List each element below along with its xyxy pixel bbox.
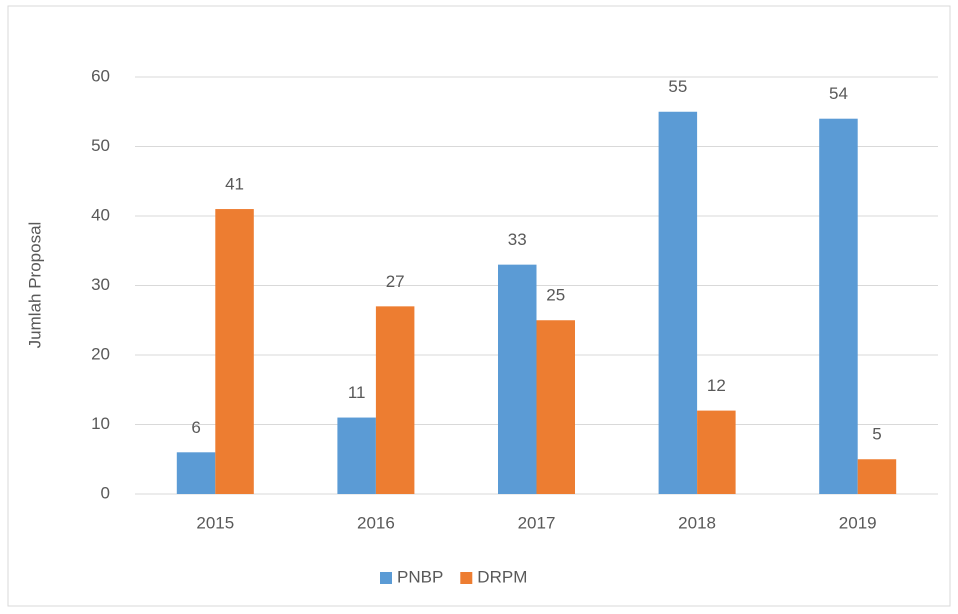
x-tick-label: 2015 xyxy=(196,513,234,532)
bar xyxy=(658,111,698,494)
data-label: 12 xyxy=(707,376,726,395)
legend-label: PNBP xyxy=(397,567,443,586)
bar xyxy=(697,410,736,494)
y-tick-label: 20 xyxy=(91,344,110,363)
y-tick-label: 60 xyxy=(91,66,110,85)
y-tick-label: 50 xyxy=(91,136,110,155)
data-label: 6 xyxy=(191,418,200,437)
bar xyxy=(176,452,216,494)
bar xyxy=(819,118,858,494)
bar xyxy=(215,209,254,495)
x-tick-label: 2019 xyxy=(839,513,877,532)
data-label: 5 xyxy=(872,425,881,444)
bar xyxy=(536,320,575,494)
y-axis-title: Jumlah Proposal xyxy=(25,222,44,349)
bar xyxy=(498,264,537,494)
data-label: 27 xyxy=(386,272,405,291)
data-label: 25 xyxy=(546,286,565,305)
y-tick-label: 40 xyxy=(91,205,110,224)
data-label: 55 xyxy=(668,77,687,96)
legend-swatch xyxy=(380,572,392,584)
chart-border xyxy=(7,5,951,607)
y-tick-label: 0 xyxy=(101,483,110,502)
x-tick-label: 2016 xyxy=(357,513,395,532)
bar xyxy=(857,459,897,494)
x-tick-label: 2018 xyxy=(678,513,716,532)
x-tick-label: 2017 xyxy=(518,513,556,532)
bar xyxy=(375,306,415,494)
data-label: 54 xyxy=(829,84,848,103)
legend-swatch xyxy=(460,572,473,584)
data-label: 41 xyxy=(225,175,244,194)
y-tick-label: 10 xyxy=(91,414,110,433)
legend-label: DRPM xyxy=(477,567,527,586)
data-label: 11 xyxy=(348,383,366,402)
y-tick-label: 30 xyxy=(91,275,110,294)
data-label: 33 xyxy=(508,230,527,249)
bar xyxy=(337,417,376,494)
